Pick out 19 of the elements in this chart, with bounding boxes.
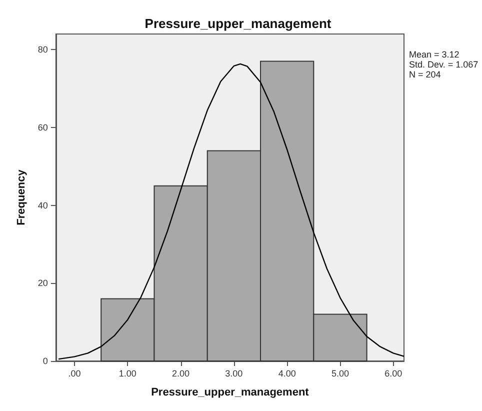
y-tick-label: 20 <box>38 278 48 288</box>
y-tick-label: 40 <box>38 200 48 210</box>
text: Mean = 3.12 <box>409 50 460 60</box>
x-tick-label: 3.00 <box>225 368 243 378</box>
x-tick-label: 6.00 <box>384 368 402 378</box>
x-tick-label: .00 <box>68 368 81 378</box>
chart-title: Pressure_upper_management <box>144 16 332 31</box>
text: N = 204 <box>409 70 441 80</box>
y-axis-title: Frequency <box>16 168 28 226</box>
x-tick-label: 4.00 <box>278 368 296 378</box>
x-tick-label: 5.00 <box>331 368 349 378</box>
line-series <box>58 63 405 360</box>
text: Std. Dev. = 1.067 <box>409 60 478 70</box>
y-tick-label: 0 <box>42 356 48 366</box>
y-tick-label: 60 <box>38 122 48 132</box>
y-tick-label: 80 <box>38 44 48 55</box>
x-axis-title: Pressure_upper_management <box>151 386 310 398</box>
x-tick-label: 2.00 <box>172 368 190 378</box>
x-tick-label: 1.00 <box>118 368 136 378</box>
